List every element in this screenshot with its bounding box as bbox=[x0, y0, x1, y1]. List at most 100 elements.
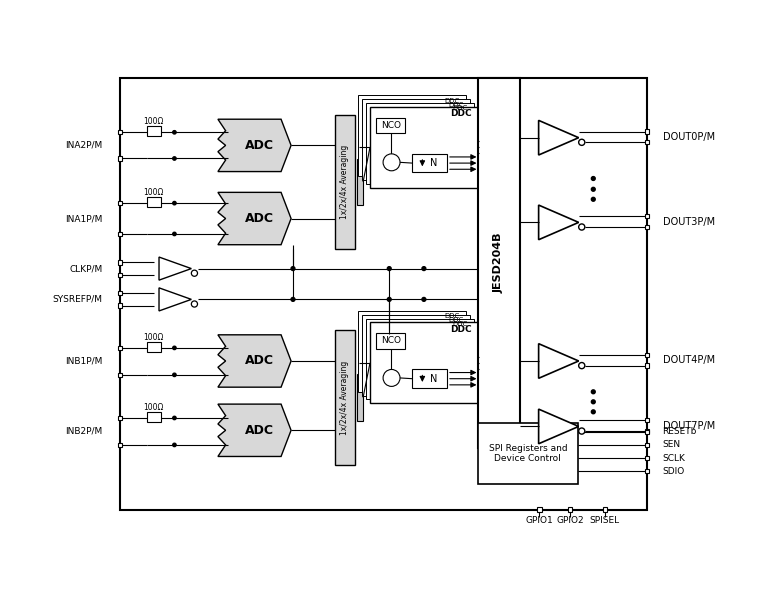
Text: ADC: ADC bbox=[245, 139, 274, 152]
Text: DOUT4P/M: DOUT4P/M bbox=[662, 355, 715, 365]
Circle shape bbox=[173, 443, 176, 447]
Bar bbox=[362, 315, 470, 396]
Text: SYSREFP/M: SYSREFP/M bbox=[53, 295, 103, 304]
Bar bbox=[645, 140, 650, 144]
Bar bbox=[335, 114, 355, 249]
Polygon shape bbox=[218, 404, 291, 456]
Circle shape bbox=[591, 390, 595, 394]
Polygon shape bbox=[218, 335, 291, 387]
Text: DOUT7P/M: DOUT7P/M bbox=[662, 421, 715, 430]
Bar bbox=[362, 99, 470, 180]
Bar bbox=[603, 507, 607, 512]
Circle shape bbox=[173, 416, 176, 420]
Text: JESD204B: JESD204B bbox=[494, 233, 504, 293]
Circle shape bbox=[291, 267, 295, 270]
Circle shape bbox=[578, 224, 585, 230]
Circle shape bbox=[591, 400, 595, 404]
Bar bbox=[412, 154, 447, 172]
Text: SDIO: SDIO bbox=[662, 467, 684, 476]
Bar bbox=[117, 260, 122, 264]
Bar bbox=[366, 318, 474, 400]
Text: 1x/2x/4x Averaging: 1x/2x/4x Averaging bbox=[340, 145, 349, 219]
Circle shape bbox=[173, 346, 176, 350]
Polygon shape bbox=[539, 344, 578, 378]
Text: N: N bbox=[431, 374, 437, 383]
Bar bbox=[117, 416, 122, 420]
Circle shape bbox=[591, 176, 595, 181]
Bar bbox=[335, 330, 355, 465]
Bar bbox=[147, 197, 161, 207]
Text: INA1P/M: INA1P/M bbox=[65, 214, 103, 223]
Bar bbox=[357, 374, 363, 421]
Text: DOUT3P/M: DOUT3P/M bbox=[662, 217, 715, 226]
Polygon shape bbox=[539, 120, 578, 155]
Circle shape bbox=[422, 267, 426, 270]
Bar bbox=[117, 291, 122, 296]
Bar bbox=[117, 130, 122, 134]
Text: NCO: NCO bbox=[381, 337, 401, 346]
Circle shape bbox=[387, 297, 391, 302]
Bar bbox=[370, 323, 478, 403]
Bar bbox=[357, 159, 363, 205]
Bar bbox=[147, 342, 161, 352]
Text: ADC: ADC bbox=[245, 355, 274, 367]
Text: DDC: DDC bbox=[449, 102, 464, 108]
Bar bbox=[645, 129, 650, 134]
Bar bbox=[359, 311, 466, 392]
Bar bbox=[645, 430, 650, 434]
Circle shape bbox=[578, 139, 585, 146]
Text: DDC: DDC bbox=[450, 110, 471, 119]
Polygon shape bbox=[218, 119, 291, 172]
Bar bbox=[147, 412, 161, 422]
Polygon shape bbox=[159, 288, 191, 311]
Bar bbox=[117, 303, 122, 308]
Circle shape bbox=[422, 297, 426, 302]
Text: INB2P/M: INB2P/M bbox=[65, 427, 103, 436]
Circle shape bbox=[173, 157, 176, 160]
Text: 100Ω: 100Ω bbox=[143, 333, 164, 341]
Circle shape bbox=[383, 370, 400, 386]
Text: GPIO1: GPIO1 bbox=[525, 516, 553, 525]
Circle shape bbox=[578, 362, 585, 368]
Bar bbox=[376, 334, 406, 349]
Text: DDC: DDC bbox=[450, 325, 471, 334]
Bar bbox=[117, 273, 122, 277]
Circle shape bbox=[173, 232, 176, 235]
Bar bbox=[645, 429, 650, 433]
Text: DDC: DDC bbox=[453, 321, 468, 327]
Bar bbox=[645, 214, 650, 219]
Bar bbox=[117, 346, 122, 350]
Bar bbox=[478, 78, 520, 448]
Circle shape bbox=[387, 267, 391, 270]
Text: INA2P/M: INA2P/M bbox=[65, 141, 103, 150]
Bar bbox=[645, 456, 650, 460]
Circle shape bbox=[591, 187, 595, 191]
Text: ADC: ADC bbox=[245, 424, 274, 437]
Text: SPISEL: SPISEL bbox=[590, 516, 620, 525]
Text: 100Ω: 100Ω bbox=[143, 403, 164, 412]
Text: 100Ω: 100Ω bbox=[143, 188, 164, 197]
Bar bbox=[568, 507, 572, 512]
Text: GPIO2: GPIO2 bbox=[556, 516, 584, 525]
Text: CLKP/M: CLKP/M bbox=[70, 264, 103, 273]
Text: RESETb: RESETb bbox=[662, 427, 697, 436]
Circle shape bbox=[591, 197, 595, 201]
Bar bbox=[645, 443, 650, 447]
Bar bbox=[537, 507, 541, 512]
Circle shape bbox=[383, 154, 400, 171]
Circle shape bbox=[173, 373, 176, 376]
Bar bbox=[370, 107, 478, 188]
Circle shape bbox=[173, 131, 176, 134]
Bar bbox=[645, 418, 650, 423]
Polygon shape bbox=[539, 205, 578, 240]
Text: DOUT0P/M: DOUT0P/M bbox=[662, 132, 715, 142]
Bar bbox=[412, 370, 447, 388]
Polygon shape bbox=[218, 193, 291, 245]
Text: NCO: NCO bbox=[381, 121, 401, 130]
Text: DDC: DDC bbox=[453, 105, 468, 111]
Text: DDC: DDC bbox=[445, 313, 460, 319]
Circle shape bbox=[191, 301, 198, 307]
Circle shape bbox=[291, 297, 295, 302]
Text: SEN: SEN bbox=[662, 441, 681, 450]
Bar bbox=[117, 201, 122, 205]
